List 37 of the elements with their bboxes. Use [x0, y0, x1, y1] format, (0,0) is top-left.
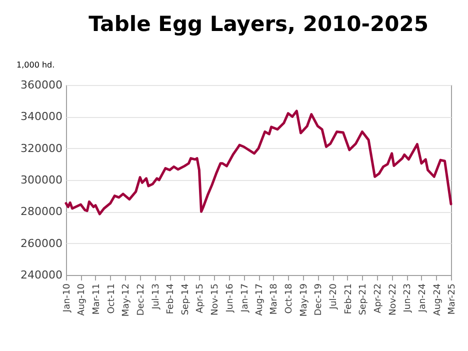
- y-tick-label: 340000: [20, 110, 62, 124]
- x-tick-label: Mar-25: [448, 284, 458, 315]
- x-tick-label: Dec-12: [136, 284, 147, 316]
- x-tick-label: Jun-23: [403, 284, 414, 314]
- y-tick-label: 280000: [20, 205, 62, 218]
- line-series: [64, 110, 452, 216]
- x-tick-label: Apr-15: [196, 284, 206, 314]
- x-tick-label: May-19: [299, 283, 310, 317]
- x-tick-label: Aug-17: [255, 284, 265, 316]
- y-axis-title: 1,000 hd.: [16, 60, 55, 70]
- y-tick-label: 240000: [20, 268, 62, 282]
- x-tick-label: Jan-24: [418, 283, 428, 314]
- y-tick-label: 300000: [20, 174, 62, 186]
- x-tick-label: Mar-11: [92, 284, 102, 315]
- x-tick-label: Oct-18: [284, 283, 295, 314]
- x-tick-label: Feb-14: [166, 283, 176, 314]
- y-tick-label: 360000: [20, 78, 62, 92]
- x-tick-label: Feb-21: [344, 284, 354, 314]
- x-tick-label: Jul-20: [329, 283, 340, 310]
- x-tick-label: Jun-16: [225, 283, 236, 314]
- x-tick-label: Oct-11: [106, 284, 117, 314]
- x-tick-label: Jan-10: [62, 283, 72, 314]
- x-tick-label: Jul-13: [151, 284, 162, 310]
- x-tick-label: Nov-22: [388, 284, 398, 316]
- x-tick-label: Aug-10: [77, 283, 88, 316]
- x-tick-label: Dec-19: [314, 283, 324, 316]
- x-tick-label: Sep-21: [358, 284, 369, 316]
- x-tick-label: Nov-15: [210, 284, 221, 316]
- y-tick-label: 260000: [20, 236, 62, 250]
- x-tick-label: Mar-18: [270, 283, 280, 315]
- x-tick-label: May-12: [122, 284, 132, 317]
- x-tick-label: Apr-22: [373, 284, 384, 314]
- chart-title: Table Egg Layers, 2010-2025: [88, 12, 428, 36]
- x-tick-label: Aug-24: [432, 283, 443, 316]
- x-tick-label: Sep-14: [180, 283, 191, 316]
- y-tick-label: 320000: [20, 142, 62, 155]
- x-tick-label: Jan-17: [240, 284, 250, 314]
